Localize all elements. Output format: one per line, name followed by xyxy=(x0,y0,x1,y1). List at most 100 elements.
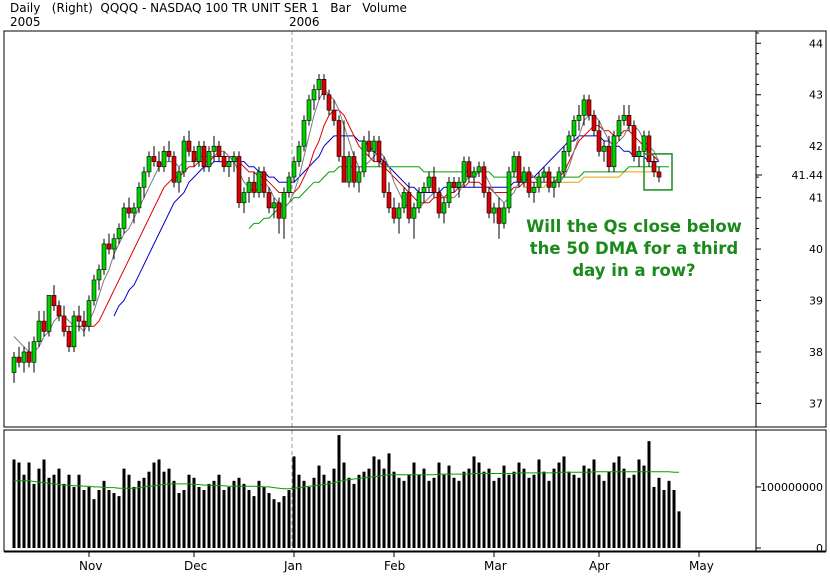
candle-down xyxy=(76,315,82,322)
candle-up xyxy=(426,176,432,188)
candle-down xyxy=(626,115,632,126)
candle-up xyxy=(311,89,317,101)
candle-up xyxy=(316,79,322,90)
candle-up xyxy=(401,192,407,209)
volume-bar xyxy=(337,435,341,548)
candle-down xyxy=(481,166,487,193)
volume-bar xyxy=(597,474,601,548)
candle-down xyxy=(336,120,342,157)
candle-up xyxy=(256,171,262,193)
volume-panel-frame xyxy=(3,429,827,552)
volume-plot xyxy=(12,435,681,548)
candle-up xyxy=(601,145,607,152)
candle-down xyxy=(596,130,602,152)
volume-bar xyxy=(462,471,466,548)
year-label-2006: 2006 xyxy=(289,15,320,29)
price-tick-label: 43 xyxy=(809,89,823,102)
price-tick-label: 41 xyxy=(809,192,823,205)
volume-bar xyxy=(322,474,326,548)
candle-up xyxy=(211,145,217,152)
candle-up xyxy=(246,181,252,193)
volume-bar xyxy=(602,480,606,548)
candle-down xyxy=(516,156,522,183)
candle-up xyxy=(446,181,452,204)
x-tick-label: May xyxy=(689,559,714,573)
volume-bar xyxy=(652,486,656,548)
volume-bar xyxy=(112,493,116,548)
volume-bar xyxy=(667,480,671,548)
volume-bar xyxy=(132,486,136,548)
candle-up xyxy=(46,295,52,332)
volume-bar xyxy=(332,468,336,548)
volume-bar xyxy=(527,477,531,548)
volume-bar xyxy=(382,468,386,548)
candle-down xyxy=(631,125,637,157)
volume-bar xyxy=(152,462,156,548)
candle-up xyxy=(86,300,92,327)
volume-bar xyxy=(422,468,426,548)
volume-ma-line xyxy=(14,471,679,490)
candle-up xyxy=(506,171,512,209)
volume-bar xyxy=(102,480,106,548)
candle-down xyxy=(66,331,72,348)
candle-down xyxy=(266,192,272,209)
volume-bar xyxy=(372,456,376,548)
year-label-2005: 2005 xyxy=(10,15,41,29)
volume-bar xyxy=(117,496,121,548)
x-tick-label: Mar xyxy=(484,559,507,573)
candle-down xyxy=(251,181,257,193)
volume-bar xyxy=(107,490,111,548)
candle-up xyxy=(271,202,277,209)
x-tick-label: Nov xyxy=(79,559,102,573)
volume-bar xyxy=(297,474,301,548)
candle-up xyxy=(306,99,312,121)
volume-bar xyxy=(292,456,296,548)
volume-bar xyxy=(277,502,281,548)
volume-bar xyxy=(67,474,71,548)
candle-up xyxy=(131,207,137,214)
volume-bar xyxy=(97,490,101,548)
volume-bar xyxy=(572,474,576,548)
volume-bar xyxy=(657,477,661,548)
candle-down xyxy=(606,145,612,168)
volume-bar xyxy=(312,477,316,548)
volume-bar xyxy=(247,490,251,548)
candle-down xyxy=(191,151,197,162)
candle-up xyxy=(146,156,152,173)
candle-down xyxy=(276,202,282,219)
volume-bar xyxy=(262,486,266,548)
volume-bar xyxy=(402,480,406,548)
volume-bar xyxy=(477,462,481,548)
ma-fast-line xyxy=(13,88,660,353)
volume-bar xyxy=(492,480,496,548)
candle-up xyxy=(231,156,237,162)
candle-down xyxy=(26,351,32,363)
volume-bar xyxy=(522,468,526,548)
candle-down xyxy=(451,181,457,188)
price-tick-label: 39 xyxy=(809,295,823,308)
candle-up xyxy=(551,181,557,188)
volume-bar xyxy=(582,465,586,548)
x-tick-label: Dec xyxy=(184,559,207,573)
volume-bar xyxy=(222,490,226,548)
candle-down xyxy=(56,305,62,317)
candle-up xyxy=(181,140,187,173)
candle-up xyxy=(116,228,122,240)
candle-up xyxy=(136,187,142,209)
x-tick-label: Apr xyxy=(589,559,610,573)
volume-bar xyxy=(82,490,86,548)
volume-bar xyxy=(287,490,291,548)
volume-bar xyxy=(537,459,541,548)
volume-bar xyxy=(237,477,241,548)
candle-up xyxy=(91,279,97,301)
ma-200-line xyxy=(524,171,659,188)
candle-down xyxy=(201,145,207,168)
volume-bar xyxy=(562,456,566,548)
candle-up xyxy=(501,207,507,224)
volume-bar xyxy=(447,465,451,548)
volume-bar xyxy=(617,456,621,548)
candle-up xyxy=(241,192,247,204)
candle-up xyxy=(196,145,202,162)
volume-bar xyxy=(72,486,76,548)
